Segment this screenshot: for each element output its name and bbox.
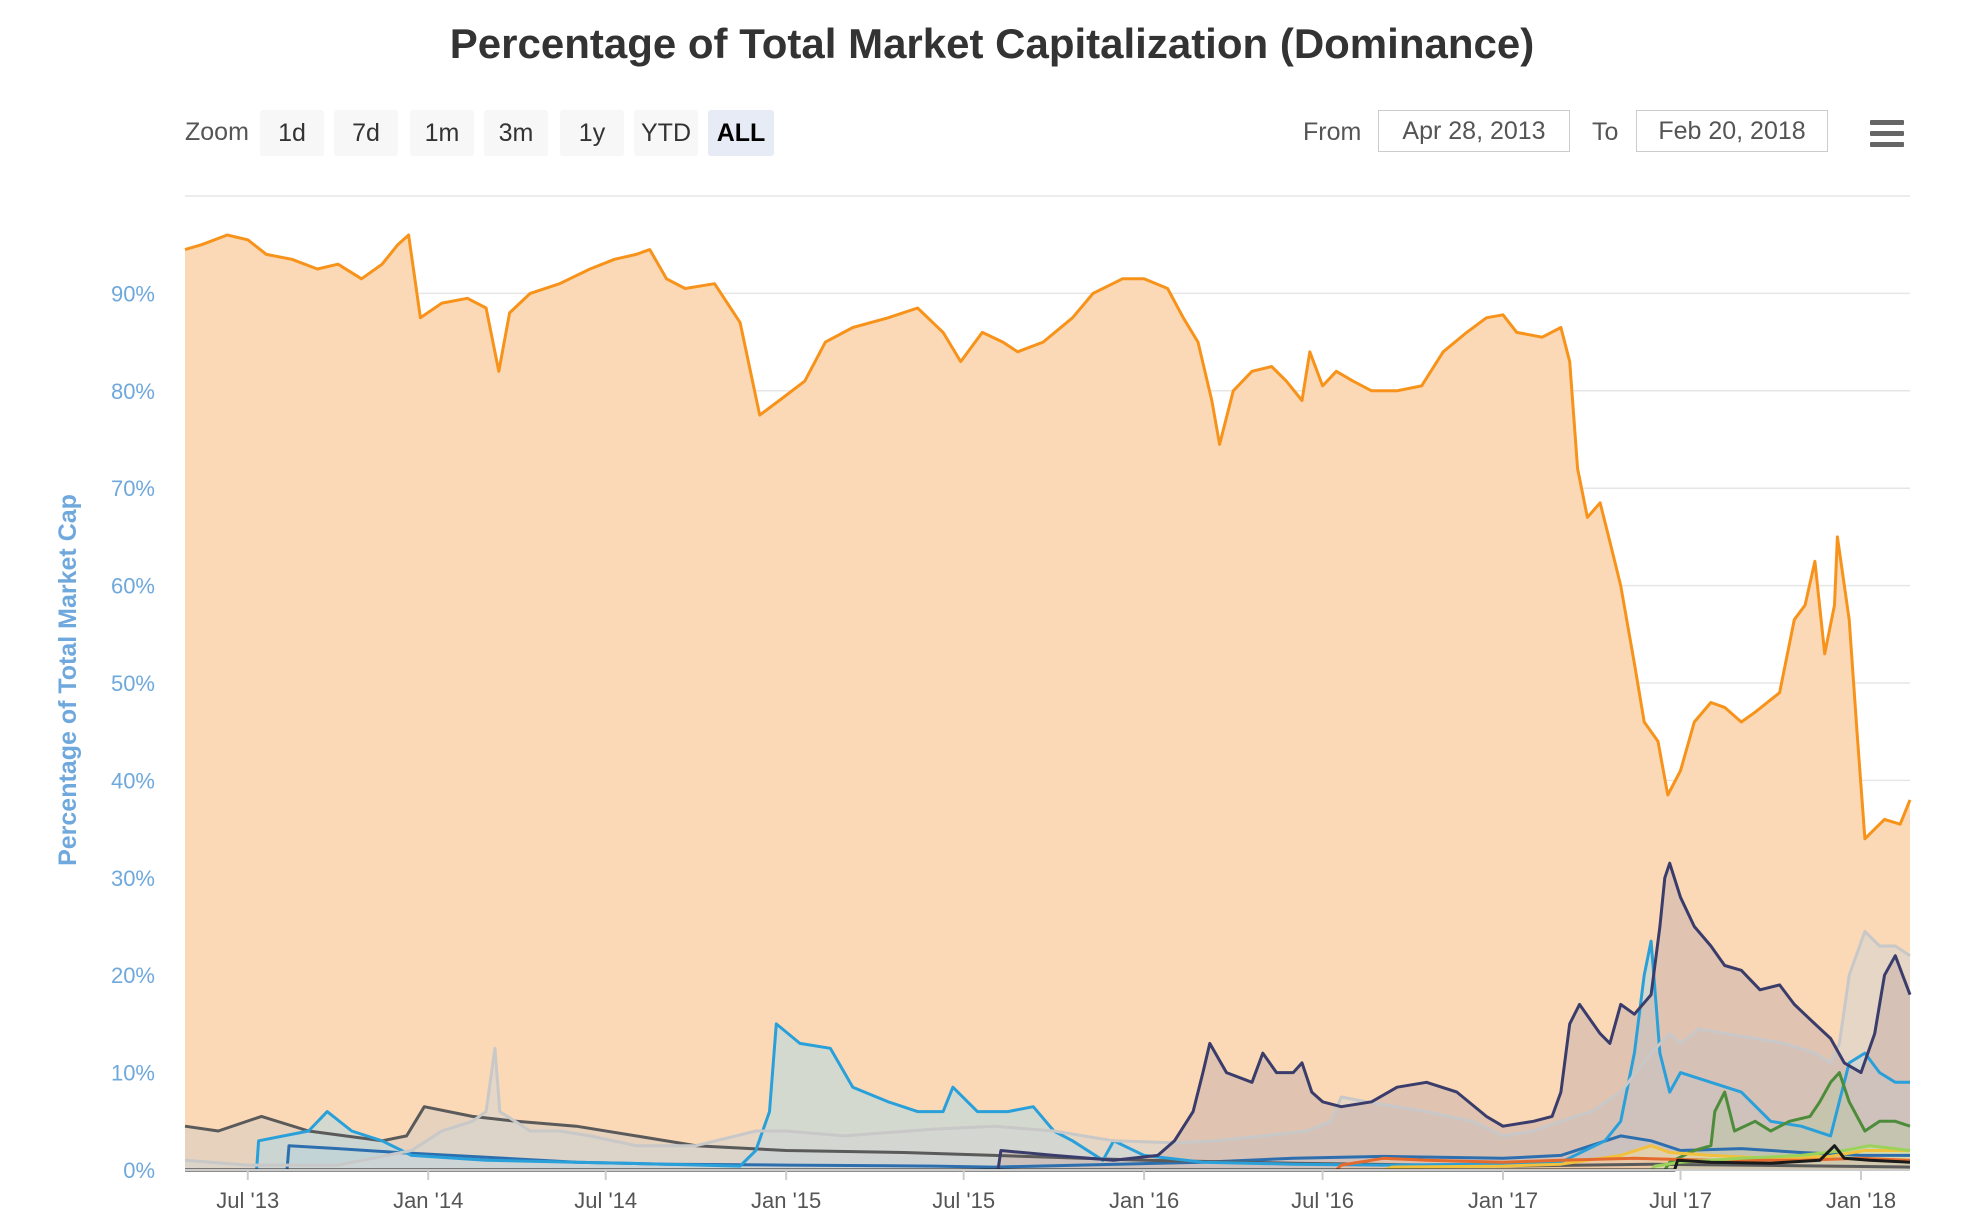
from-label: From — [1303, 118, 1362, 146]
series-10-area — [185, 1145, 1910, 1170]
x-tick-label: Jul '13 — [216, 1188, 279, 1213]
x-tick-label: Jan '16 — [1109, 1188, 1179, 1213]
zoom-all-button[interactable]: ALL — [708, 110, 774, 156]
from-date-input[interactable] — [1378, 110, 1570, 152]
zoom-1y-button[interactable]: 1y — [560, 110, 624, 156]
series-0-line[interactable] — [184, 233, 1912, 841]
x-tick-label: Jul '15 — [932, 1188, 995, 1213]
series-6-line[interactable] — [185, 1071, 1911, 1172]
hamburger-menu-icon[interactable] — [1870, 120, 1904, 150]
y-tick-label: 80% — [111, 379, 155, 404]
y-tick-label: 20% — [111, 963, 155, 988]
y-tick-label: 60% — [111, 574, 155, 599]
series-7-line[interactable] — [185, 1144, 1910, 1172]
series-3-line[interactable] — [185, 939, 1910, 1172]
series-4-line[interactable] — [184, 929, 1911, 1167]
x-tick-label: Jul '14 — [574, 1188, 637, 1213]
x-tick-label: Jul '17 — [1649, 1188, 1712, 1213]
y-tick-label: 70% — [111, 476, 155, 501]
x-tick-label: Jan '18 — [1826, 1188, 1896, 1213]
to-label: To — [1592, 118, 1619, 146]
zoom-7d-button[interactable]: 7d — [334, 110, 398, 156]
series-10-line[interactable] — [185, 1144, 1911, 1172]
zoom-1d-button[interactable]: 1d — [260, 110, 324, 156]
y-tick-label: 30% — [111, 866, 155, 891]
zoom-3m-button[interactable]: 3m — [484, 110, 548, 156]
y-axis-title: Percentage of Total Market Cap — [54, 494, 82, 866]
zoom-label: Zoom — [185, 118, 249, 146]
to-date-input[interactable] — [1636, 110, 1828, 152]
zoom-1m-button[interactable]: 1m — [410, 110, 474, 156]
series-5-line[interactable] — [185, 861, 1912, 1172]
y-tick-label: 90% — [111, 281, 155, 306]
series-0-area — [185, 235, 1910, 1170]
x-tick-label: Jul '16 — [1291, 1188, 1354, 1213]
y-tick-label: 40% — [111, 768, 155, 793]
x-tick-label: Jan '15 — [751, 1188, 821, 1213]
y-tick-label: 10% — [111, 1061, 155, 1086]
x-tick-label: Jan '14 — [393, 1188, 463, 1213]
chart-title: Percentage of Total Market Capitalizatio… — [449, 20, 1535, 67]
y-tick-label: 50% — [111, 671, 155, 696]
zoom-ytd-button[interactable]: YTD — [634, 110, 698, 156]
y-tick-label: 0% — [123, 1158, 155, 1183]
x-tick-label: Jan '17 — [1468, 1188, 1538, 1213]
